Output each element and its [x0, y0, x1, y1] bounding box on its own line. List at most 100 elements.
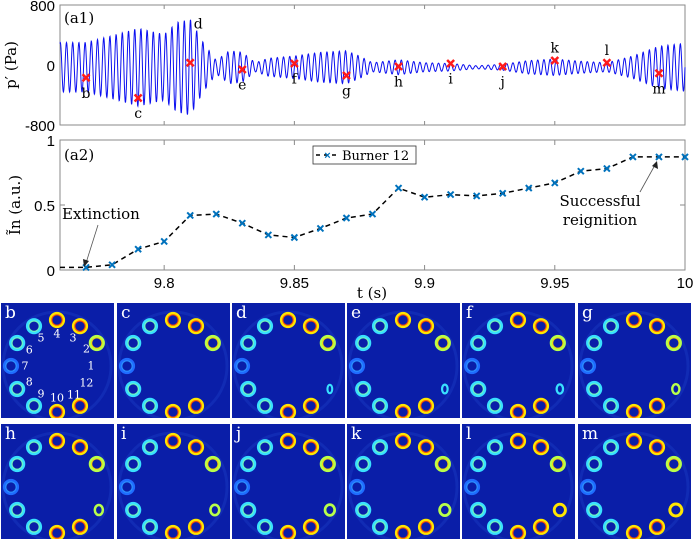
- burner-flame: [625, 403, 643, 418]
- burner-flame: [141, 439, 159, 456]
- a2-data-point: [238, 219, 246, 227]
- burner-flame: [602, 318, 620, 335]
- burner-flame: [88, 334, 105, 352]
- burner-flame: [71, 518, 89, 535]
- burner-flame: [586, 334, 603, 352]
- burner-flame: [509, 403, 527, 418]
- burner-flame: [71, 439, 89, 456]
- burner-flame: [240, 455, 257, 473]
- burner-flame: [486, 439, 504, 456]
- a2-data-point: [394, 184, 403, 192]
- burner-flame: [279, 524, 297, 539]
- a2-ytick-label: 0.5: [34, 198, 55, 215]
- a1-marker-label: d: [194, 16, 203, 32]
- flame-image-e: e: [347, 303, 460, 418]
- burner-flame: [463, 478, 481, 496]
- chart-a1: 800 0 -800 b c d e f g h i j k l m (a1) p′ (Pa): [2, 0, 686, 135]
- burner-flame: [371, 318, 389, 335]
- burner-flame: [371, 397, 389, 414]
- burner-flame: [2, 478, 20, 496]
- a1-marker-label: l: [605, 43, 610, 59]
- burner-flame: [509, 432, 527, 450]
- burner-12-flame: [440, 383, 449, 395]
- a2-data-point: [446, 190, 455, 199]
- burner-number-label: 2: [82, 342, 90, 356]
- a2-data-point: [316, 224, 325, 233]
- annotation-reignition-line2: reignition: [563, 211, 638, 229]
- a1-marker-label: h: [394, 75, 403, 91]
- legend-marker-x: ×: [324, 150, 330, 162]
- burner-number-label: 7: [21, 359, 29, 373]
- a1-marker-label: m: [652, 81, 665, 97]
- burner-flame: [532, 318, 550, 335]
- a1-ytick-label: 0: [47, 58, 55, 75]
- burner-number-label: 6: [25, 343, 33, 357]
- burner-flame: [187, 439, 205, 456]
- burner-flame: [355, 501, 372, 519]
- a1-marker-label: j: [499, 75, 505, 91]
- legend-entry-burner12: Burner 12: [342, 149, 409, 164]
- flame-image-label: f: [466, 303, 473, 323]
- flame-image-j: j: [232, 424, 345, 539]
- burner-flame: [579, 357, 597, 375]
- a1-marker-e: e: [237, 65, 247, 94]
- burner-flame: [463, 357, 481, 375]
- burner-flame: [9, 334, 26, 352]
- a2-data-point: [290, 233, 299, 242]
- burner-flame: [549, 334, 566, 352]
- burner-flame: [625, 311, 643, 329]
- a2-xtick-label: 9.85: [280, 275, 309, 292]
- burner-flame: [470, 501, 487, 519]
- burner-flame: [25, 518, 43, 535]
- burner-flame: [164, 432, 182, 450]
- burner-flame: [302, 397, 320, 414]
- burner-12-flame: [438, 503, 452, 518]
- burner-flame: [579, 478, 597, 496]
- burner-flame: [48, 403, 66, 418]
- a2-data-point: [603, 164, 611, 173]
- burner-number-label: 5: [37, 331, 45, 345]
- burner-flame: [417, 318, 435, 335]
- burner-flame: [394, 311, 412, 329]
- burner-flame: [25, 318, 43, 335]
- burner-number-label: 10: [50, 391, 64, 405]
- burner-flame: [319, 334, 336, 352]
- a1-ytick-label: -800: [25, 118, 55, 135]
- burner-flame: [240, 380, 257, 398]
- burner-flame: [71, 318, 89, 335]
- a1-marker-label: g: [342, 84, 351, 100]
- annotation-extinction: Extinction: [62, 205, 140, 267]
- burner-number-label: 8: [25, 375, 33, 389]
- a2-ylabel: Ĩn (a.u.): [6, 175, 24, 235]
- annotation-extinction-text: Extinction: [62, 205, 140, 223]
- burner-flame: [355, 380, 372, 398]
- burner-flame: [665, 455, 682, 473]
- a2-data-point: [134, 245, 142, 253]
- a2-ytick-label: 1: [47, 133, 55, 150]
- burner-flame: [394, 524, 412, 539]
- burner-flame: [48, 311, 66, 329]
- burner-flame: [470, 334, 487, 352]
- burner-flame: [256, 439, 274, 456]
- burner-flame: [204, 455, 221, 473]
- burner-flame: [549, 455, 566, 473]
- a1-pressure-signal: [59, 19, 686, 115]
- burner-flame: [602, 439, 620, 456]
- flame-image-k: k: [347, 424, 460, 539]
- a1-marker-h: h: [394, 62, 403, 91]
- burner-flame: [509, 524, 527, 539]
- burner-12-flame: [326, 383, 334, 395]
- burner-flame: [141, 397, 159, 414]
- burner-flame: [470, 455, 487, 473]
- flame-image-label: m: [582, 424, 599, 444]
- a2-data-point: [186, 211, 194, 220]
- burner-number-label: 9: [37, 387, 45, 401]
- burner-flame: [625, 432, 643, 450]
- a2-data-point: [629, 153, 637, 161]
- burner-number-label: 3: [69, 331, 77, 345]
- burner-flame: [417, 518, 435, 535]
- flame-image-label: b: [5, 303, 16, 323]
- burner-flame: [279, 432, 297, 450]
- a2-xtick-label: 9.95: [540, 275, 569, 292]
